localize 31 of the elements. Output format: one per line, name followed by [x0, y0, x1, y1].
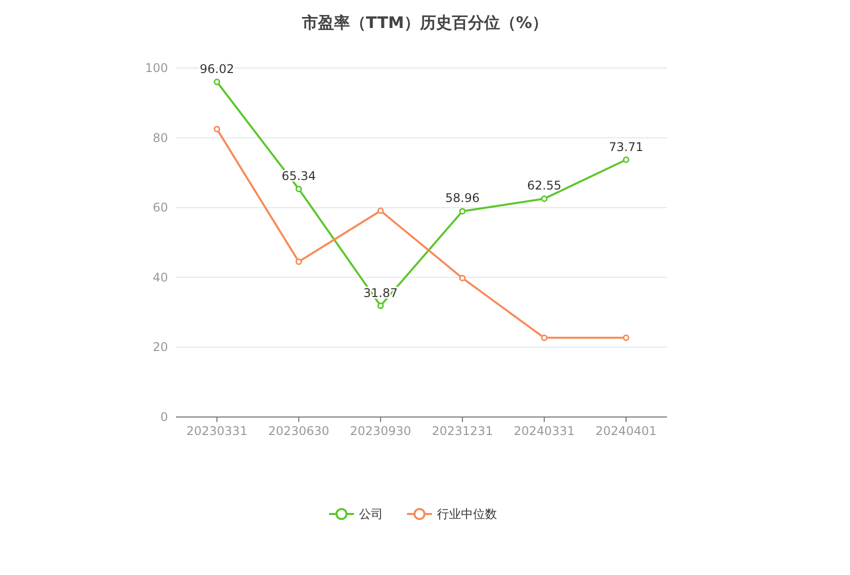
data-label: 96.02: [200, 62, 234, 76]
point: [214, 78, 220, 86]
point: [296, 258, 302, 265]
point: [541, 195, 548, 202]
point: [459, 274, 466, 282]
x-tick-label: 20240331: [514, 424, 575, 438]
point: [622, 156, 630, 163]
x-tick-label: 20230630: [268, 424, 330, 438]
x-tick-label: 20230331: [186, 424, 248, 438]
point: [541, 334, 548, 342]
y-tick-label: 100: [145, 61, 168, 75]
data-label: 62.55: [527, 178, 562, 193]
legend-label: 行业中位数: [437, 507, 497, 521]
x-tick-label: 20240401: [596, 424, 657, 438]
data-label: 58.96: [445, 191, 480, 206]
point: [377, 207, 384, 214]
point: [622, 334, 630, 342]
point: [377, 302, 384, 310]
y-tick-label: 80: [152, 130, 168, 145]
point: [214, 126, 220, 132]
point: [296, 186, 302, 192]
legend-label: 公司: [359, 507, 383, 521]
x-tick-label: 20230930: [350, 424, 412, 438]
y-tick-label: 0: [160, 410, 168, 424]
chart-title: 市盈率（TTM）历史百分位（%）: [300, 13, 548, 32]
y-tick-label: 40: [152, 270, 168, 284]
y-tick-label: 60: [152, 200, 168, 215]
data-label: 73.71: [608, 140, 644, 154]
y-tick-label: 20: [152, 340, 168, 354]
x-tick-label: 20231231: [432, 424, 493, 438]
point: [459, 208, 466, 214]
